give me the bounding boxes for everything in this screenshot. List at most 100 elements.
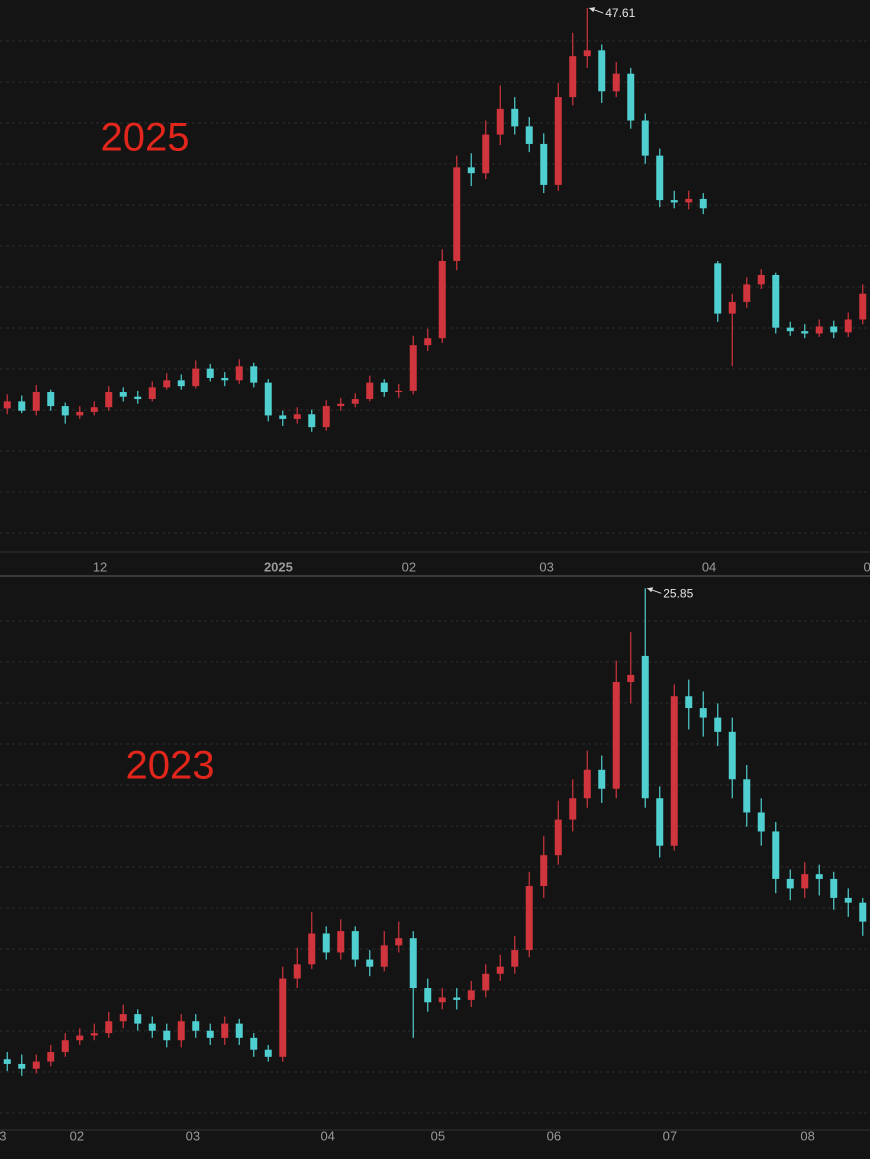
candle-body xyxy=(569,56,577,98)
candle-body xyxy=(554,819,562,856)
candle-body xyxy=(366,959,374,967)
candle-body xyxy=(409,345,417,391)
candle-body xyxy=(627,73,635,121)
candle-body xyxy=(569,798,577,820)
candle-body xyxy=(148,387,156,400)
candle-body xyxy=(685,696,693,709)
candle-body xyxy=(685,198,693,203)
candle-body xyxy=(511,108,519,127)
candle-body xyxy=(90,407,98,412)
candle-body xyxy=(395,938,403,946)
candle-body xyxy=(32,392,40,411)
candle-body xyxy=(583,769,591,799)
candle-body xyxy=(801,331,809,334)
candle-body xyxy=(148,1023,156,1031)
candle-body xyxy=(61,1040,69,1053)
max-value-label: 47.61 xyxy=(605,6,635,20)
candle-body xyxy=(627,674,635,683)
candle-body xyxy=(743,779,751,813)
candle-body xyxy=(757,275,765,285)
max-value-label: 25.85 xyxy=(663,586,693,600)
panel-title: 2023 xyxy=(126,744,215,788)
candle-body xyxy=(482,973,490,991)
candle-body xyxy=(786,327,794,332)
candle-body xyxy=(424,338,432,346)
candle-body xyxy=(699,708,707,718)
candle-body xyxy=(177,380,185,387)
candle-body xyxy=(467,990,475,1000)
candle-body xyxy=(670,200,678,203)
candle-body xyxy=(308,933,316,965)
candle-body xyxy=(47,1052,55,1062)
candle-body xyxy=(786,878,794,889)
candle-body xyxy=(467,167,475,174)
candle-body xyxy=(453,997,461,1000)
candle-body xyxy=(424,988,432,1003)
candle-body xyxy=(250,1037,258,1050)
x-tick-label: 03 xyxy=(539,559,553,574)
candle-body xyxy=(3,1059,11,1064)
candle-body xyxy=(772,831,780,879)
candle-body xyxy=(409,938,417,989)
candle-body xyxy=(163,1030,171,1041)
candle-body xyxy=(598,50,606,92)
candle-body xyxy=(18,1063,26,1069)
candle-body xyxy=(540,855,548,887)
candle-body xyxy=(18,401,26,411)
candle-body xyxy=(90,1033,98,1036)
x-tick-label: 05 xyxy=(431,1128,445,1143)
candle-body xyxy=(134,1014,142,1024)
candle-body xyxy=(641,120,649,156)
candle-body xyxy=(728,301,736,314)
candle-body xyxy=(337,931,345,953)
candle-body xyxy=(859,293,867,320)
candle-body xyxy=(598,769,606,789)
x-tick-label: 04 xyxy=(320,1128,334,1143)
candle-body xyxy=(308,414,316,428)
x-tick-label: 06 xyxy=(547,1128,561,1143)
x-tick-label: 08 xyxy=(800,1128,814,1143)
candle-body xyxy=(163,380,171,388)
candle-body xyxy=(496,108,504,135)
candle-body xyxy=(772,275,780,328)
candle-body xyxy=(830,878,838,898)
candle-body xyxy=(337,403,345,407)
x-tick-label: 2025 xyxy=(264,559,293,574)
candle-body xyxy=(61,406,69,416)
candle-body xyxy=(815,874,823,879)
x-tick-label: 02 xyxy=(402,559,416,574)
candle-body xyxy=(119,392,127,397)
candle-body xyxy=(482,134,490,174)
x-tick-label: 03 xyxy=(186,1128,200,1143)
candle-body xyxy=(757,812,765,832)
candle-body xyxy=(235,366,243,381)
candle-body xyxy=(351,399,359,404)
candle-body xyxy=(496,966,504,974)
x-tick-label: 02 xyxy=(70,1128,84,1143)
candle-body xyxy=(801,874,809,889)
candle-body xyxy=(656,155,664,201)
candle-body xyxy=(554,97,562,185)
max-arrowhead xyxy=(647,587,654,593)
candle-body xyxy=(47,392,55,407)
candle-body xyxy=(351,931,359,960)
candle-body xyxy=(221,1023,229,1038)
candle-body xyxy=(206,368,214,378)
candle-body xyxy=(714,263,722,314)
candle-body xyxy=(714,717,722,732)
candle-body xyxy=(815,326,823,334)
candle-body xyxy=(192,368,200,387)
candle-body xyxy=(583,50,591,57)
candle-body xyxy=(525,886,533,951)
candle-body xyxy=(235,1023,243,1038)
max-arrowhead xyxy=(589,7,596,13)
x-tick-label: 3 xyxy=(0,1128,7,1143)
candle-body xyxy=(612,682,620,789)
x-tick-label: 04 xyxy=(702,559,716,574)
candle-body xyxy=(438,997,446,1003)
candle-body xyxy=(322,406,330,428)
candle-body xyxy=(105,392,113,408)
candle-body xyxy=(540,143,548,185)
